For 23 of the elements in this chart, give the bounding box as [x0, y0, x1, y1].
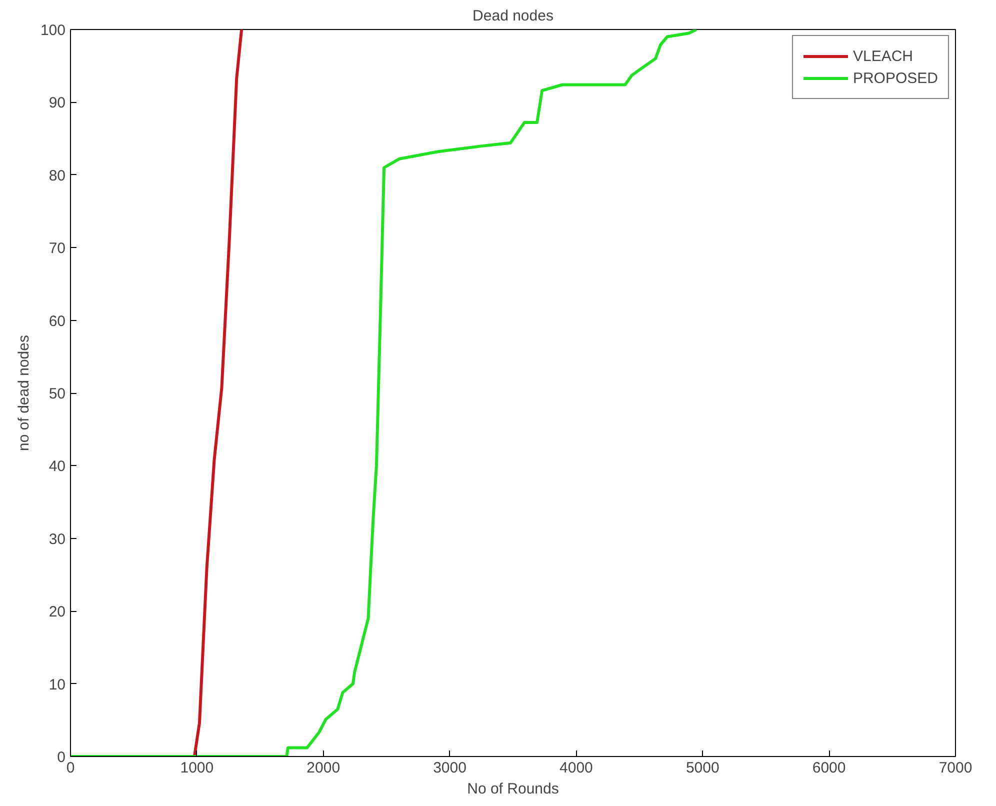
x-tick-label: 1000 [180, 760, 214, 776]
x-axis-title: No of Rounds [467, 780, 559, 798]
y-tick-label: 20 [48, 604, 66, 621]
chart-title: Dead nodes [472, 8, 554, 24]
x-tick-label: 6000 [812, 760, 846, 776]
y-tick-label: 10 [48, 676, 66, 694]
y-tick-label: 60 [48, 312, 66, 330]
y-tick-label: 100 [40, 22, 66, 39]
y-tick-label: 80 [48, 167, 66, 184]
x-tick-label: 2000 [306, 760, 340, 776]
legend-label: VLEACH [852, 48, 913, 64]
y-axis-title: no of dead nodes [15, 335, 32, 451]
y-tick-label: 30 [48, 530, 66, 548]
x-tick-label: 7000 [938, 760, 972, 776]
x-tick-label: 3000 [433, 760, 466, 776]
y-tick-label: 0 [57, 749, 66, 766]
y-tick-label: 40 [48, 458, 66, 476]
y-tick-label: 90 [48, 94, 66, 112]
y-tick-label: 50 [48, 386, 66, 402]
y-tick-label: 70 [48, 240, 66, 258]
x-tick-label: 5000 [686, 760, 720, 776]
x-tick-label: 4000 [560, 760, 593, 776]
legend-label: PROPOSED [852, 70, 938, 86]
